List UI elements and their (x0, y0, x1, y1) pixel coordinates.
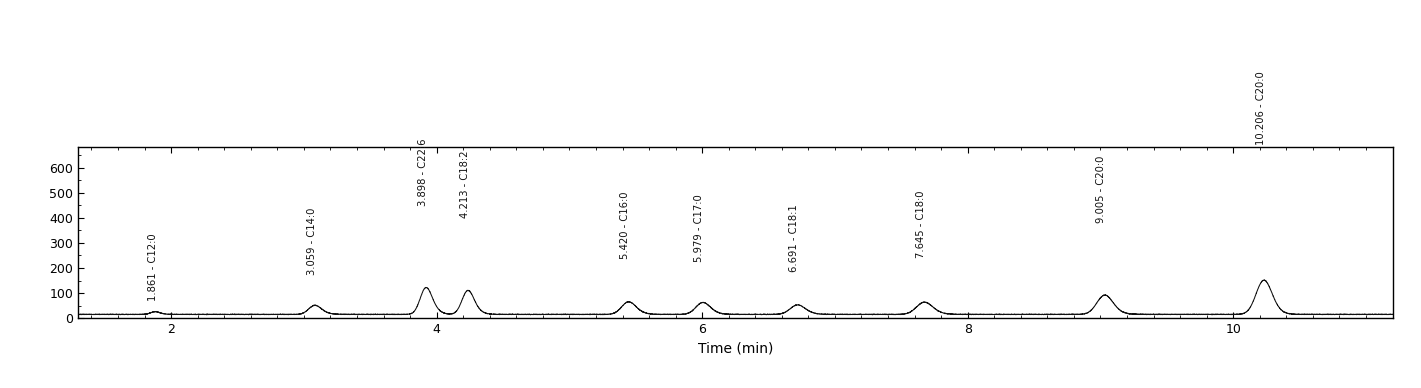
X-axis label: Time (min): Time (min) (698, 341, 773, 355)
Text: 5.420 - C16:0: 5.420 - C16:0 (620, 192, 630, 259)
Text: 7.645 - C18:0: 7.645 - C18:0 (915, 191, 925, 258)
Text: 3.898 - C22:6: 3.898 - C22:6 (418, 139, 428, 206)
Text: 10.206 - C20:0: 10.206 - C20:0 (1256, 71, 1266, 145)
Text: 5.979 - C17:0: 5.979 - C17:0 (695, 194, 705, 262)
Text: 4.213 - C18:2: 4.213 - C18:2 (460, 150, 470, 218)
Text: 3.059 - C14:0: 3.059 - C14:0 (307, 208, 317, 275)
Text: 6.691 - C18:1: 6.691 - C18:1 (789, 204, 799, 272)
Text: 1.861 - C12:0: 1.861 - C12:0 (148, 233, 158, 301)
Text: 9.005 - C20:0: 9.005 - C20:0 (1096, 155, 1106, 223)
